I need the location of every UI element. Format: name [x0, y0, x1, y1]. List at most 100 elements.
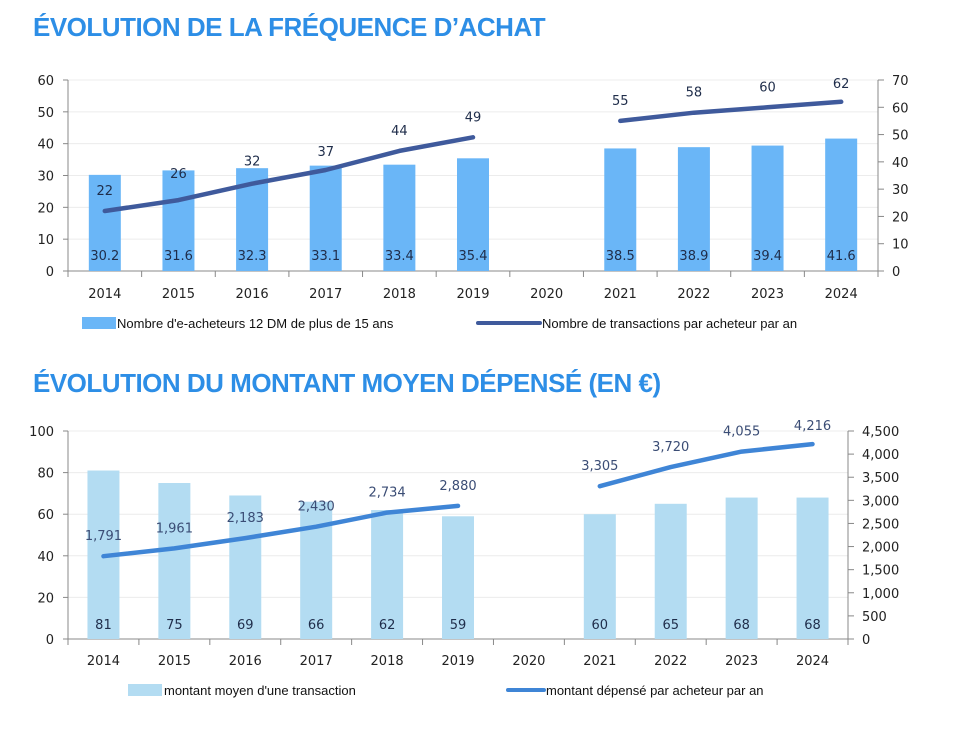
chart-1-bar-value-label: 32.3	[238, 249, 267, 264]
chart-1-x-tick-label: 2014	[88, 287, 121, 302]
chart-1-left-tick-label: 10	[37, 233, 54, 248]
chart-1-x-tick-label: 2016	[236, 287, 269, 302]
chart-2-right-tick-label: 1,000	[862, 587, 899, 602]
chart-1-series-line	[618, 99, 844, 124]
chart-1-x-tick-label: 2015	[162, 287, 195, 302]
chart-2-right-tick-label: 4,500	[862, 425, 899, 440]
chart-1-bar-value-label: 33.4	[385, 249, 414, 264]
chart-1-x-tick-label: 2023	[751, 287, 784, 302]
chart-1-line-value-label: 62	[833, 77, 850, 92]
chart-1-bar-value-label: 38.9	[679, 249, 708, 264]
chart-2-x-tick-label: 2014	[87, 654, 120, 669]
chart-1-legend-bar-label: Nombre d'e-acheteurs 12 DM de plus de 15…	[117, 316, 394, 331]
chart-2-x-tick-label: 2018	[371, 654, 404, 669]
chart-2-bar-value-label: 62	[379, 618, 396, 633]
chart-1-right-tick-label: 10	[892, 238, 909, 253]
chart-2-line-value-label: 2,734	[368, 486, 405, 501]
chart-1-bar-value-label: 33.1	[311, 249, 340, 264]
chart-1-right-tick-label: 0	[892, 265, 900, 280]
chart-2-bar	[371, 510, 404, 639]
chart-1-bar	[604, 148, 637, 271]
chart-1-bar-value-label: 31.6	[164, 249, 193, 264]
chart-1-bar	[383, 164, 416, 271]
chart-2-right-tick-label: 2,500	[862, 517, 899, 532]
chart-2-line-value-label: 2,183	[227, 511, 264, 526]
chart-1-x-tick-label: 2020	[530, 287, 563, 302]
chart-2-left-tick-label: 40	[37, 550, 54, 565]
chart-2-bar-value-label: 68	[804, 618, 821, 633]
chart-2-left-tick-label: 60	[37, 508, 54, 523]
chart-2-bar-value-label: 60	[592, 618, 609, 633]
chart-1-right-tick-label: 60	[892, 101, 909, 116]
chart-1-line-value-label: 49	[465, 110, 482, 125]
chart-1-bar	[825, 138, 858, 271]
chart-1-left-tick-label: 20	[37, 201, 54, 216]
chart-2-legend-bar-label: montant moyen d'une transaction	[164, 683, 356, 698]
chart-1-legend-bar-swatch	[82, 317, 116, 329]
chart-2-right-tick-label: 4,000	[862, 448, 899, 463]
chart-2-bar-value-label: 81	[95, 618, 112, 633]
chart-2-right-tick-label: 3,000	[862, 494, 899, 509]
chart-2-bar-value-label: 66	[308, 618, 325, 633]
chart-2-right-tick-label: 3,500	[862, 471, 899, 486]
chart-1-left-tick-label: 40	[37, 138, 54, 153]
chart-1-left-tick-label: 30	[37, 170, 54, 185]
chart-2-line-value-label: 1,961	[156, 521, 193, 536]
chart-1-right-tick-label: 30	[892, 183, 909, 198]
chart-1-bar-value-label: 38.5	[606, 249, 635, 264]
chart-2-legend-bar-swatch	[128, 684, 162, 696]
chart-2-line-value-label: 2,880	[439, 479, 476, 494]
chart-2-x-tick-label: 2016	[229, 654, 262, 669]
chart-2-bar	[654, 503, 687, 639]
chart-1-right-tick-label: 70	[892, 74, 909, 89]
chart-2-x-tick-label: 2015	[158, 654, 191, 669]
chart-1-right-tick-label: 40	[892, 156, 909, 171]
chart-1-x-tick-label: 2024	[825, 287, 858, 302]
chart-2-bar-value-label: 69	[237, 618, 254, 633]
chart-1-x-tick-label: 2019	[456, 287, 489, 302]
chart-1-line-value-label: 58	[686, 86, 703, 101]
chart-2-bar-value-label: 65	[662, 618, 679, 633]
chart-1-x-tick-label: 2017	[309, 287, 342, 302]
chart-1-title: ÉVOLUTION DE LA FRÉQUENCE D’ACHAT	[33, 12, 546, 42]
chart-1-bar	[751, 145, 784, 271]
chart-1-right-tick-label: 20	[892, 210, 909, 225]
chart-2-bar	[796, 497, 829, 639]
chart-2-left-tick-label: 0	[46, 633, 54, 648]
chart-1-bar	[309, 165, 342, 271]
chart-2-bar-value-label: 68	[733, 618, 750, 633]
chart-2-x-tick-label: 2022	[654, 654, 687, 669]
chart-1-x-tick-label: 2021	[604, 287, 637, 302]
chart-2-right-tick-label: 500	[862, 610, 887, 625]
chart-1-right-tick-label: 50	[892, 129, 909, 144]
chart-2-title: ÉVOLUTION DU MONTANT MOYEN DÉPENSÉ (EN €…	[33, 368, 661, 398]
chart-2-x-tick-label: 2024	[796, 654, 829, 669]
chart-1-bar-value-label: 39.4	[753, 249, 782, 264]
chart-1-left-tick-label: 60	[37, 74, 54, 89]
chart-1-bar-value-label: 41.6	[827, 249, 856, 264]
chart-2-left-tick-label: 80	[37, 467, 54, 482]
chart-2-bar	[229, 495, 262, 639]
chart-1-x-tick-label: 2022	[677, 287, 710, 302]
chart-1-bar	[457, 158, 489, 271]
chart-2-bar-value-label: 75	[166, 618, 183, 633]
chart-2-bar	[442, 516, 474, 639]
chart-1-line-value-label: 32	[244, 155, 261, 170]
chart-2-bar	[583, 514, 616, 639]
chart-2-legend-line-label: montant dépensé par acheteur par an	[546, 683, 764, 698]
chart-1-line-value-label: 55	[612, 94, 629, 109]
chart-2-right-tick-label: 1,500	[862, 564, 899, 579]
chart-1-bar	[162, 170, 195, 271]
chart-2-left-tick-label: 100	[29, 425, 54, 440]
chart-2-x-tick-label: 2023	[725, 654, 758, 669]
chart-1-legend-line-label: Nombre de transactions par acheteur par …	[542, 316, 797, 331]
chart-1-bar-value-label: 35.4	[459, 249, 488, 264]
chart-1-line-value-label: 60	[759, 80, 776, 95]
chart-1-left-tick-label: 50	[37, 106, 54, 121]
chart-1-bar-value-label: 30.2	[90, 249, 119, 264]
chart-2-x-tick-label: 2021	[583, 654, 616, 669]
chart-2-line-value-label: 2,430	[298, 500, 335, 515]
chart-1-line-value-label: 22	[97, 184, 114, 199]
chart-2-line-value-label: 1,791	[85, 529, 122, 544]
